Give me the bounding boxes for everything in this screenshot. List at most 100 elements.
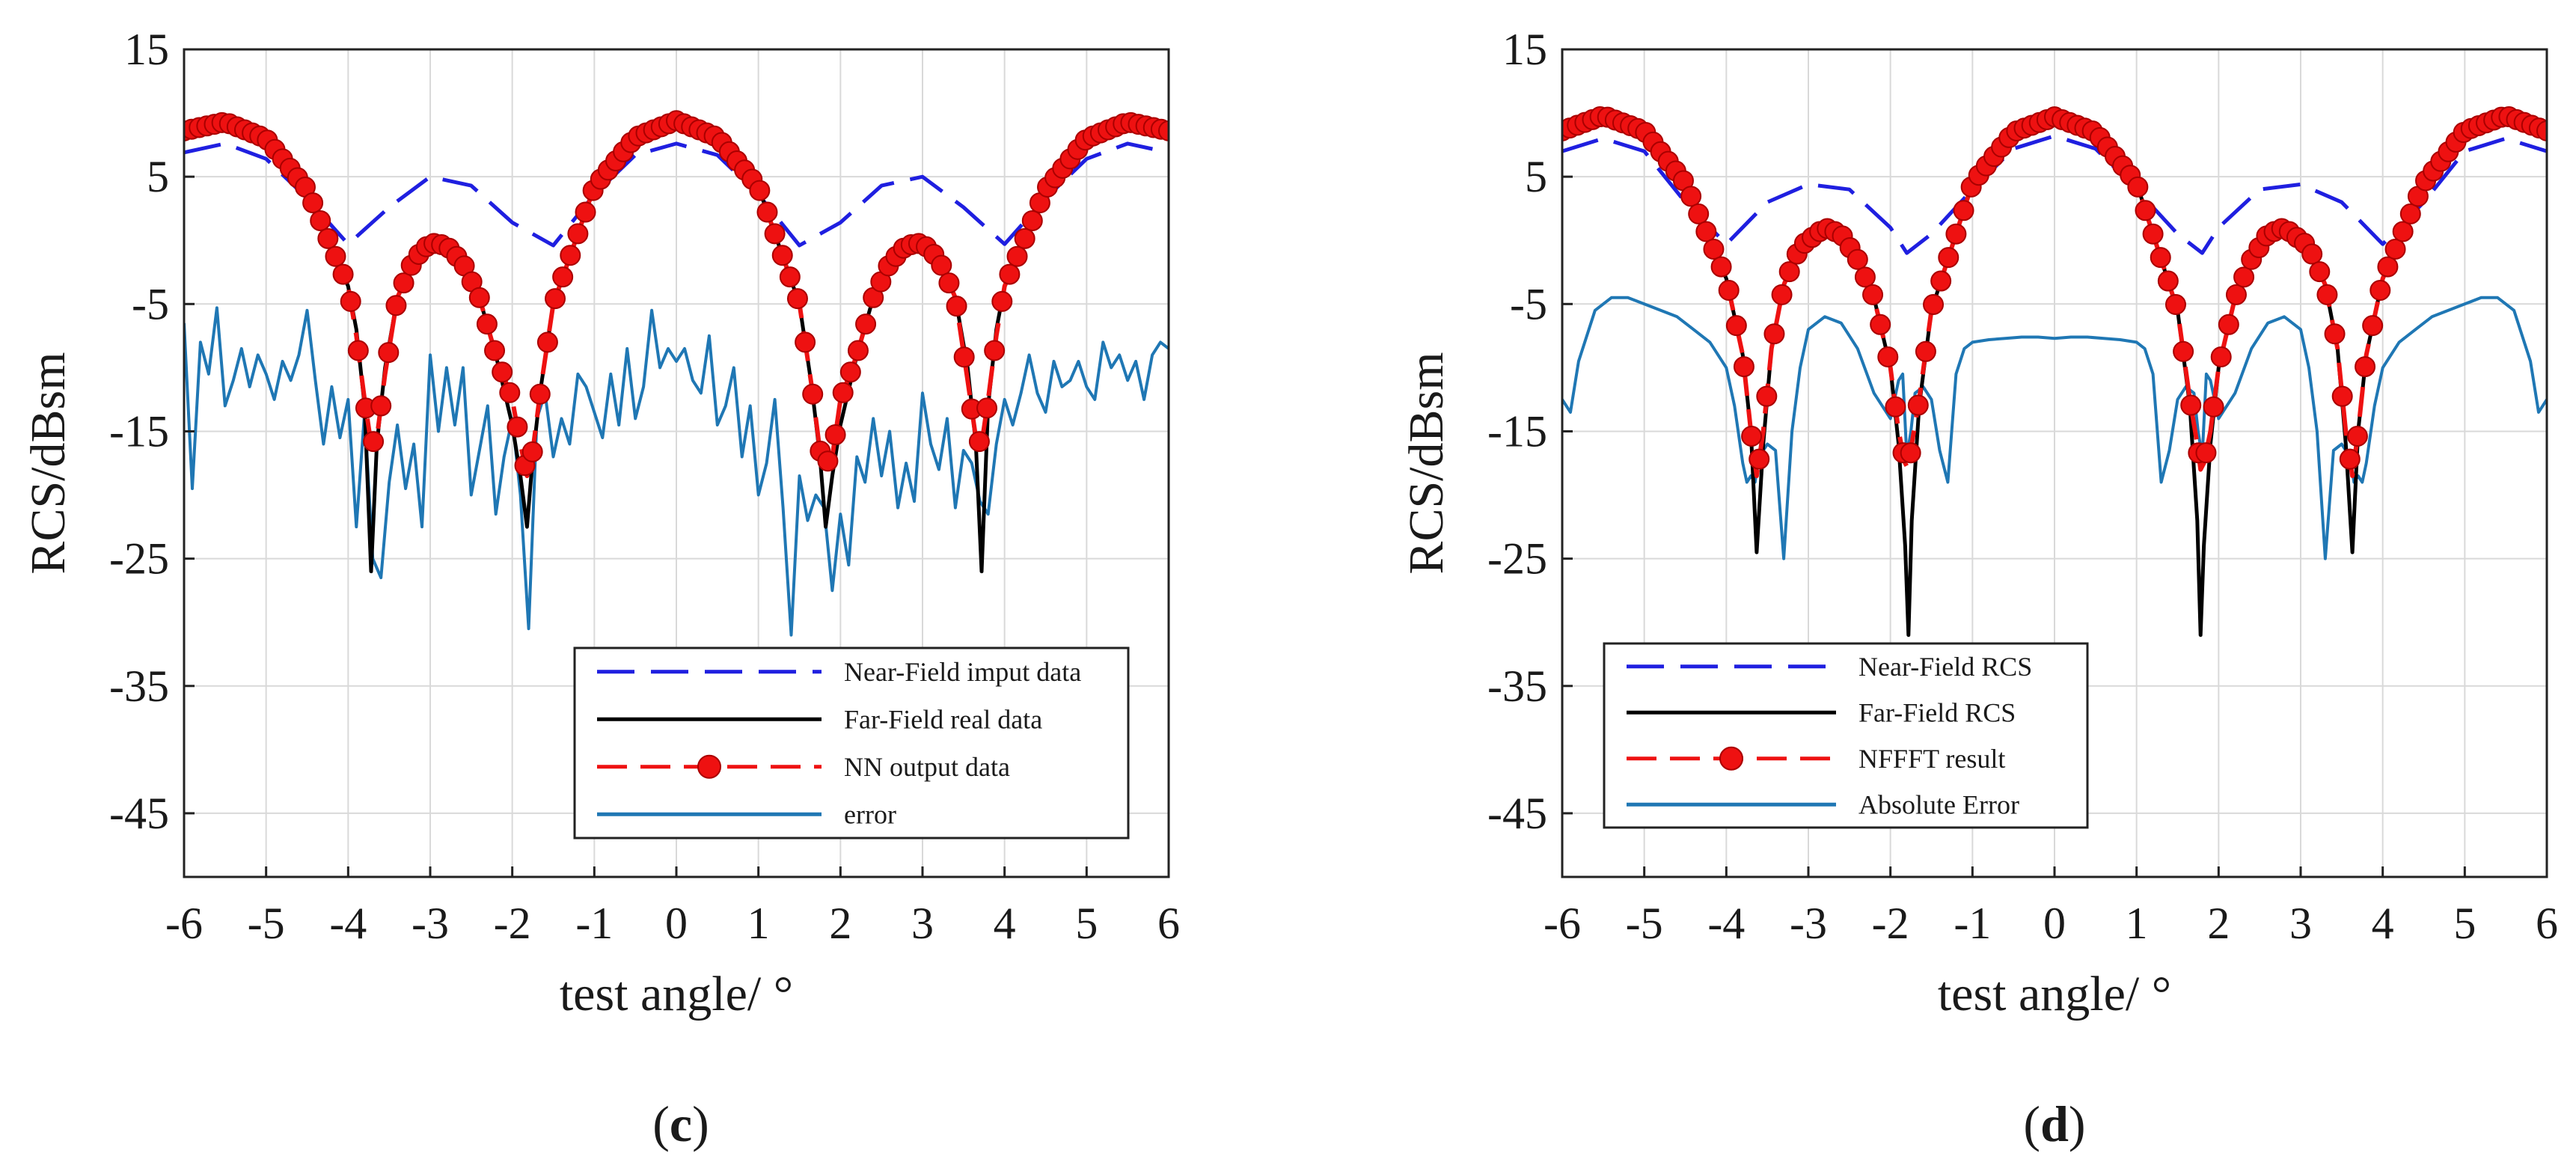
- marker-point-52: [567, 223, 589, 245]
- series-line-error: [184, 306, 1169, 637]
- x-tick-label-0: -6: [165, 899, 203, 948]
- panel-c-chart: -6 -5 -4 -3 -2 -1 0 1 2 3 4 5 6 15 5 -5 -15 -25 -35 -45 te…: [21, 25, 1180, 1152]
- marker-point-99: [2301, 243, 2323, 265]
- marker-point-107: [984, 340, 1006, 361]
- marker-point-106: [976, 397, 998, 419]
- marker-point-83: [2180, 394, 2202, 416]
- marker-point-80: [2157, 270, 2179, 292]
- marker-point-46: [1900, 442, 1921, 464]
- marker-point-49: [545, 288, 566, 310]
- marker-point-43: [1877, 346, 1899, 367]
- x-tick-label-2: -4: [1707, 899, 1745, 948]
- marker-point-40: [476, 314, 498, 335]
- marker-point-82: [2173, 340, 2194, 362]
- panel-d-y-axis-label: RCS/dBsm: [1399, 352, 1454, 574]
- marker-point-27: [1756, 385, 1778, 407]
- x-tick-label-6: 0: [2043, 899, 2066, 948]
- x-tick-label-6: 0: [665, 899, 688, 948]
- panel-d-legend-absolute-error: Absolute Error: [1858, 789, 2019, 819]
- panel-c-legend-nn-output: NN output data: [844, 752, 1010, 782]
- marker-point-50: [552, 266, 574, 288]
- marker-point-86: [824, 424, 846, 446]
- panel-d-x-ticks: -6 -5 -4 -3 -2 -1 0 1 2 3 4 5 6: [1544, 866, 2558, 948]
- marker-point-103: [953, 346, 975, 368]
- panel-d-x-axis-label: test angle/ °: [1938, 967, 2171, 1021]
- x-tick-label-3: -3: [1790, 899, 1827, 948]
- marker-point-78: [2142, 223, 2164, 245]
- y-tick-label-6: -45: [109, 789, 169, 838]
- series-line-near-field-imput-data: [184, 141, 1169, 248]
- x-tick-label-11: 5: [1075, 899, 1098, 948]
- y-tick-label-6: -45: [1487, 789, 1547, 838]
- marker-point-46: [521, 441, 543, 462]
- panel-d-caption-letter: d: [2040, 1095, 2069, 1152]
- x-tick-label-8: 2: [2207, 899, 2230, 948]
- marker-point-111: [1014, 227, 1035, 249]
- panel-d-chart: -6 -5 -4 -3 -2 -1 0 1 2 3 4 5 6 15 5 -5 -15 -25 -35 -45 te…: [1399, 25, 2558, 1152]
- marker-point-18: [1688, 203, 1710, 224]
- marker-point-104: [2339, 448, 2361, 470]
- marker-point-49: [1923, 293, 1945, 315]
- x-tick-label-5: -1: [1954, 899, 1991, 948]
- marker-point-81: [2164, 293, 2186, 315]
- marker-point-109: [999, 263, 1021, 285]
- marker-point-105: [968, 431, 990, 453]
- panel-c-legend-error: error: [844, 799, 896, 829]
- marker-point-76: [2127, 176, 2149, 198]
- marker-point-48: [1915, 340, 1936, 362]
- marker-point-110: [2384, 239, 2406, 260]
- marker-point-19: [1695, 221, 1717, 242]
- marker-point-25: [363, 431, 385, 453]
- marker-point-23: [347, 340, 369, 361]
- marker-point-89: [847, 340, 869, 361]
- panel-d-caption-open: (: [2023, 1095, 2040, 1152]
- marker-point-21: [1710, 256, 1732, 278]
- marker-point-81: [786, 288, 808, 310]
- y-tick-label-0: 15: [124, 25, 169, 74]
- marker-point-42: [1870, 314, 1891, 335]
- marker-point-41: [1862, 284, 1884, 305]
- marker-point-52: [1945, 223, 1967, 245]
- y-tick-label-1: 5: [147, 152, 169, 201]
- x-tick-label-11: 5: [2453, 899, 2476, 948]
- marker-point-24: [1733, 356, 1754, 378]
- x-tick-label-9: 3: [2289, 899, 2312, 948]
- marker-point-42: [492, 361, 513, 383]
- legend-sample-marker: [1719, 746, 1743, 771]
- marker-point-100: [2309, 261, 2331, 283]
- marker-point-77: [2135, 200, 2156, 221]
- marker-point-20: [325, 245, 346, 267]
- marker-point-17: [1680, 186, 1702, 207]
- marker-point-82: [795, 331, 816, 353]
- marker-point-130: [2536, 120, 2547, 141]
- x-tick-label-12: 6: [1157, 899, 1180, 948]
- marker-point-77: [756, 201, 778, 223]
- marker-point-105: [2346, 426, 2368, 447]
- marker-point-48: [536, 331, 558, 353]
- x-tick-label-4: -2: [1872, 899, 1909, 948]
- marker-point-76: [749, 180, 771, 201]
- marker-point-44: [507, 416, 528, 438]
- marker-point-130: [1158, 120, 1169, 141]
- panel-c-x-axis-label: test angle/ °: [560, 967, 793, 1021]
- x-tick-label-0: -6: [1544, 899, 1581, 948]
- marker-point-44: [1885, 396, 1906, 418]
- marker-point-27: [378, 342, 400, 364]
- marker-point-53: [575, 201, 596, 223]
- panel-c-caption-open: (: [652, 1095, 670, 1152]
- marker-point-19: [317, 227, 339, 249]
- y-tick-label-3: -15: [109, 406, 169, 456]
- x-tick-label-10: 4: [2372, 899, 2394, 948]
- panel-c-legend-far-field: Far-Field real data: [844, 704, 1042, 734]
- panel-c-legend: Near-Field imput data Far-Field real dat…: [573, 646, 1130, 840]
- marker-point-110: [1006, 245, 1028, 267]
- panel-d-legend-far-field: Far-Field RCS: [1858, 697, 2016, 727]
- marker-point-89: [2225, 284, 2247, 305]
- marker-point-40: [1854, 266, 1876, 288]
- panel-d-caption: (d): [2023, 1095, 2085, 1152]
- marker-point-101: [938, 272, 960, 294]
- marker-point-79: [771, 245, 793, 266]
- marker-point-47: [1907, 394, 1929, 416]
- panel-d-legend-near-field: Near-Field RCS: [1858, 652, 2032, 682]
- marker-point-43: [499, 382, 521, 403]
